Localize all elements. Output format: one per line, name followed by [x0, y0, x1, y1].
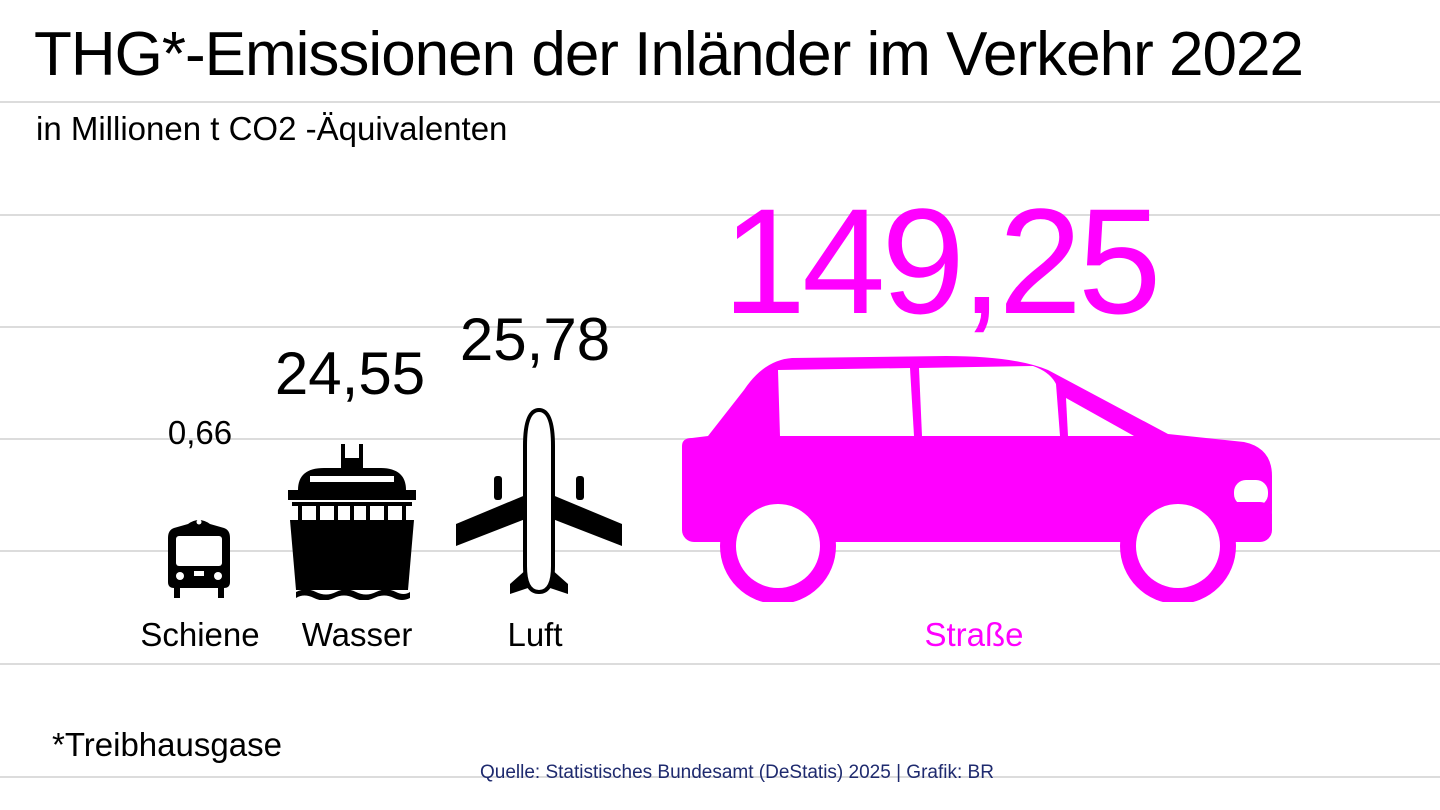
- gridline: [0, 776, 1440, 778]
- value-label-strasse: 149,25: [722, 177, 1162, 345]
- source-note: Quelle: Statistisches Bundesamt (DeStati…: [480, 762, 994, 783]
- car-icon: [682, 356, 1272, 602]
- chart-subtitle: in Millionen t CO2 -Äquivalenten: [36, 110, 508, 147]
- footnote: *Treibhausgase: [52, 726, 282, 763]
- train-icon: [168, 519, 230, 598]
- category-label-schiene: Schiene: [140, 616, 260, 653]
- gridline: [0, 326, 1440, 328]
- value-label-wasser: 24,55: [274, 340, 426, 407]
- value-label-schiene: 0,66: [167, 414, 233, 451]
- gridline: [0, 550, 1440, 552]
- ship-icon: [288, 444, 416, 600]
- category-label-wasser: Wasser: [301, 616, 413, 653]
- value-label-luft: 25,78: [459, 306, 611, 373]
- gridline: [0, 214, 1440, 216]
- category-label-luft: Luft: [507, 616, 563, 653]
- airplane-icon: [456, 407, 622, 595]
- gridline: [0, 663, 1440, 665]
- gridline: [0, 101, 1440, 103]
- category-label-strasse: Straße: [924, 616, 1024, 653]
- chart-title: THG*-Emissionen der Inländer im Verkehr …: [34, 20, 1304, 89]
